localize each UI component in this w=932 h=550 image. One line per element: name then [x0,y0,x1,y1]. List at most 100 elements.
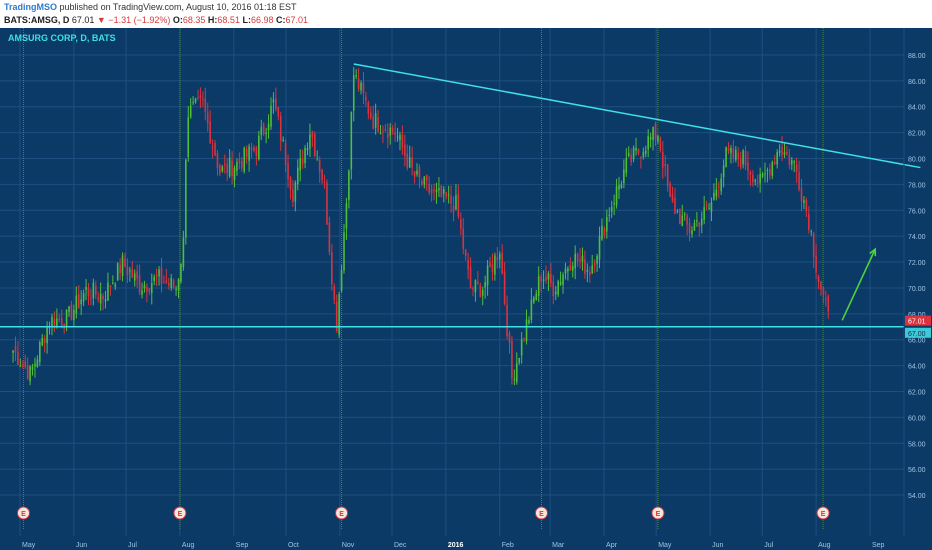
candle-body [535,293,538,301]
candle [679,208,681,225]
x-tick-label: Mar [552,542,565,549]
x-tick-label: 2016 [448,542,464,549]
candle-body [277,107,280,117]
candle-body [472,288,474,290]
candle [104,290,107,309]
candle [314,131,316,158]
quote-line: BATS:AMSG, D 67.01 ▼ −1.31 (−1.92%) O:68… [4,15,308,25]
candle [637,148,640,156]
candle [180,263,182,284]
candle [511,336,513,385]
candle-body [669,183,671,197]
candle-body [299,158,302,171]
trend-line [353,63,921,169]
y-tick-label: 66.00 [908,338,926,345]
candle-body [272,99,275,103]
candle-body [525,319,528,342]
candle-body [608,214,611,216]
candle-body [17,351,19,365]
candle [209,110,211,144]
candle [469,257,472,289]
candle-body [447,194,450,196]
price-axis[interactable]: 54.00 56.00 58.00 60.00 62.00 64.00 66.00 68.00… [903,28,931,550]
candle-body [141,290,143,295]
low-value: 66.98 [250,15,274,25]
earnings-marker-circle [534,506,548,520]
candle [812,231,815,268]
candle [68,306,70,317]
candle [39,340,41,366]
candle [277,106,280,121]
y-tick-label: 72.00 [908,260,926,267]
candle [270,97,272,130]
candle [827,294,830,319]
candle-body [36,359,39,367]
candle [146,283,148,303]
candle-body [68,306,70,312]
candle [265,127,267,144]
candle-body [666,164,669,187]
candle-body [491,264,494,272]
low-key: L: [242,15,251,25]
candle-body [484,282,486,288]
candle [503,262,506,306]
price-chart[interactable]: AMSURG CORP, D, BATS 54.00 56.00 58.00 60.0… [0,28,932,550]
candle-body [109,285,112,288]
candle [350,111,353,180]
candle-body [367,102,370,114]
candle [243,146,246,174]
candle [316,150,319,161]
candle-body [557,280,559,295]
candle-body [331,252,333,285]
candle-body [545,276,547,281]
candle-body [240,161,243,169]
candle [408,145,411,168]
candle-body [696,220,698,222]
candle [428,176,430,195]
candle [491,253,494,281]
candle-body [121,255,124,276]
y-tick-label: 68.00 [908,312,926,319]
candle-body [601,225,603,240]
candle [141,282,143,299]
candle [70,300,73,321]
candle [301,149,304,169]
candle-body [596,255,598,264]
candle-body [584,259,586,275]
candle [26,357,29,380]
candle-body [513,379,516,381]
earnings-marker: E [335,506,349,520]
candle [460,212,462,236]
candle-body [489,262,491,267]
candle-body [625,157,628,174]
candle [498,251,501,269]
candle [221,164,224,173]
y-tick-label: 56.00 [908,467,926,474]
candle-body [338,294,340,335]
candle-body [781,146,783,156]
candle [53,311,56,333]
candle-body [265,132,267,134]
candle [773,155,776,166]
candle-body [211,146,214,148]
candle [455,183,457,211]
candle [691,226,693,238]
candle-body [808,213,810,230]
earnings-marker-circle [651,506,665,520]
x-tick-label: Jun [712,542,723,549]
time-axis[interactable]: May Jun Jul Aug Sep Oct Nov Dec 2016 Feb Mar Apr May… [0,536,932,550]
candle-body [155,275,158,277]
candle [199,87,202,109]
candle [518,357,521,365]
candle-body [282,139,284,141]
candle-body [725,147,727,167]
candle [282,136,284,143]
support-price-tag-label: 67.00 [908,331,926,338]
candle [742,148,744,169]
candle [759,167,761,193]
candle-body [647,136,650,150]
candle-body [243,147,246,172]
drawings[interactable] [0,63,921,328]
author-link[interactable]: TradingMSO [4,2,58,12]
